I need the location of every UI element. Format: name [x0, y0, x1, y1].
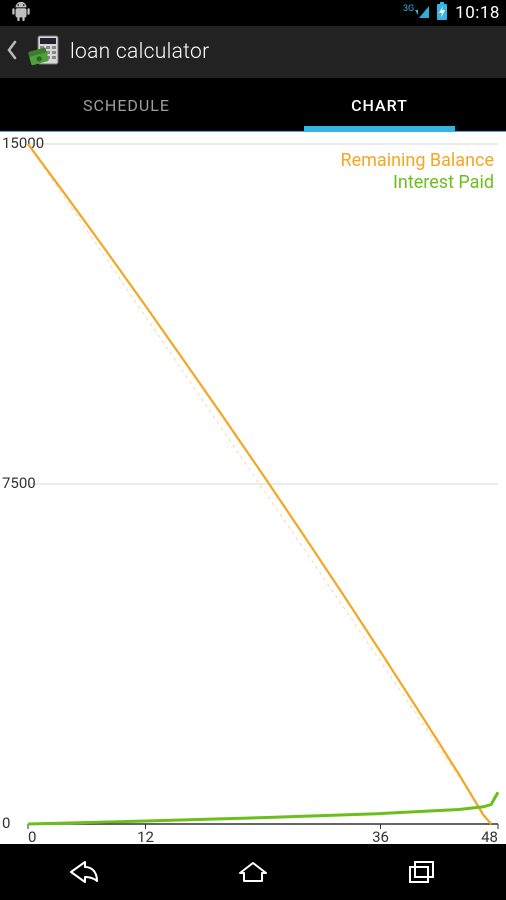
system-nav-bar [0, 844, 506, 900]
action-bar: loan calculator [0, 26, 506, 78]
svg-text:15000: 15000 [2, 134, 44, 152]
svg-text:48: 48 [481, 828, 498, 844]
svg-text:36: 36 [372, 828, 389, 844]
tab-schedule[interactable]: SCHEDULE [0, 78, 253, 132]
page-title: loan calculator [70, 40, 209, 64]
tab-bar: SCHEDULE CHART [0, 78, 506, 132]
status-clock: 10:18 [455, 3, 500, 23]
svg-text:0: 0 [28, 828, 36, 844]
nav-back-button[interactable] [44, 852, 124, 892]
tab-label: SCHEDULE [83, 96, 170, 115]
svg-text:0: 0 [2, 814, 10, 832]
network-3g-icon: 3G [403, 1, 429, 25]
app-icon[interactable] [26, 34, 62, 70]
nav-recent-button[interactable] [382, 852, 462, 892]
loan-chart: 0 7500 15000 0 12 36 48 Remaining BalanceIntere… [0, 132, 506, 844]
tab-chart[interactable]: CHART [253, 78, 506, 132]
svg-text:12: 12 [137, 828, 154, 844]
svg-text:7500: 7500 [2, 474, 36, 492]
nav-home-button[interactable] [213, 852, 293, 892]
chart-area: 0 7500 15000 0 12 36 48 Remaining BalanceIntere… [0, 132, 506, 844]
svg-text:3G: 3G [403, 4, 414, 14]
svg-text:Remaining Balance: Remaining Balance [340, 150, 494, 171]
battery-charging-icon [435, 1, 449, 25]
svg-text:Interest Paid: Interest Paid [393, 172, 494, 193]
status-bar: 3G 10:18 [0, 0, 506, 26]
android-debug-icon [10, 0, 32, 26]
up-chevron-icon[interactable] [6, 38, 18, 66]
tab-label: CHART [351, 96, 408, 115]
